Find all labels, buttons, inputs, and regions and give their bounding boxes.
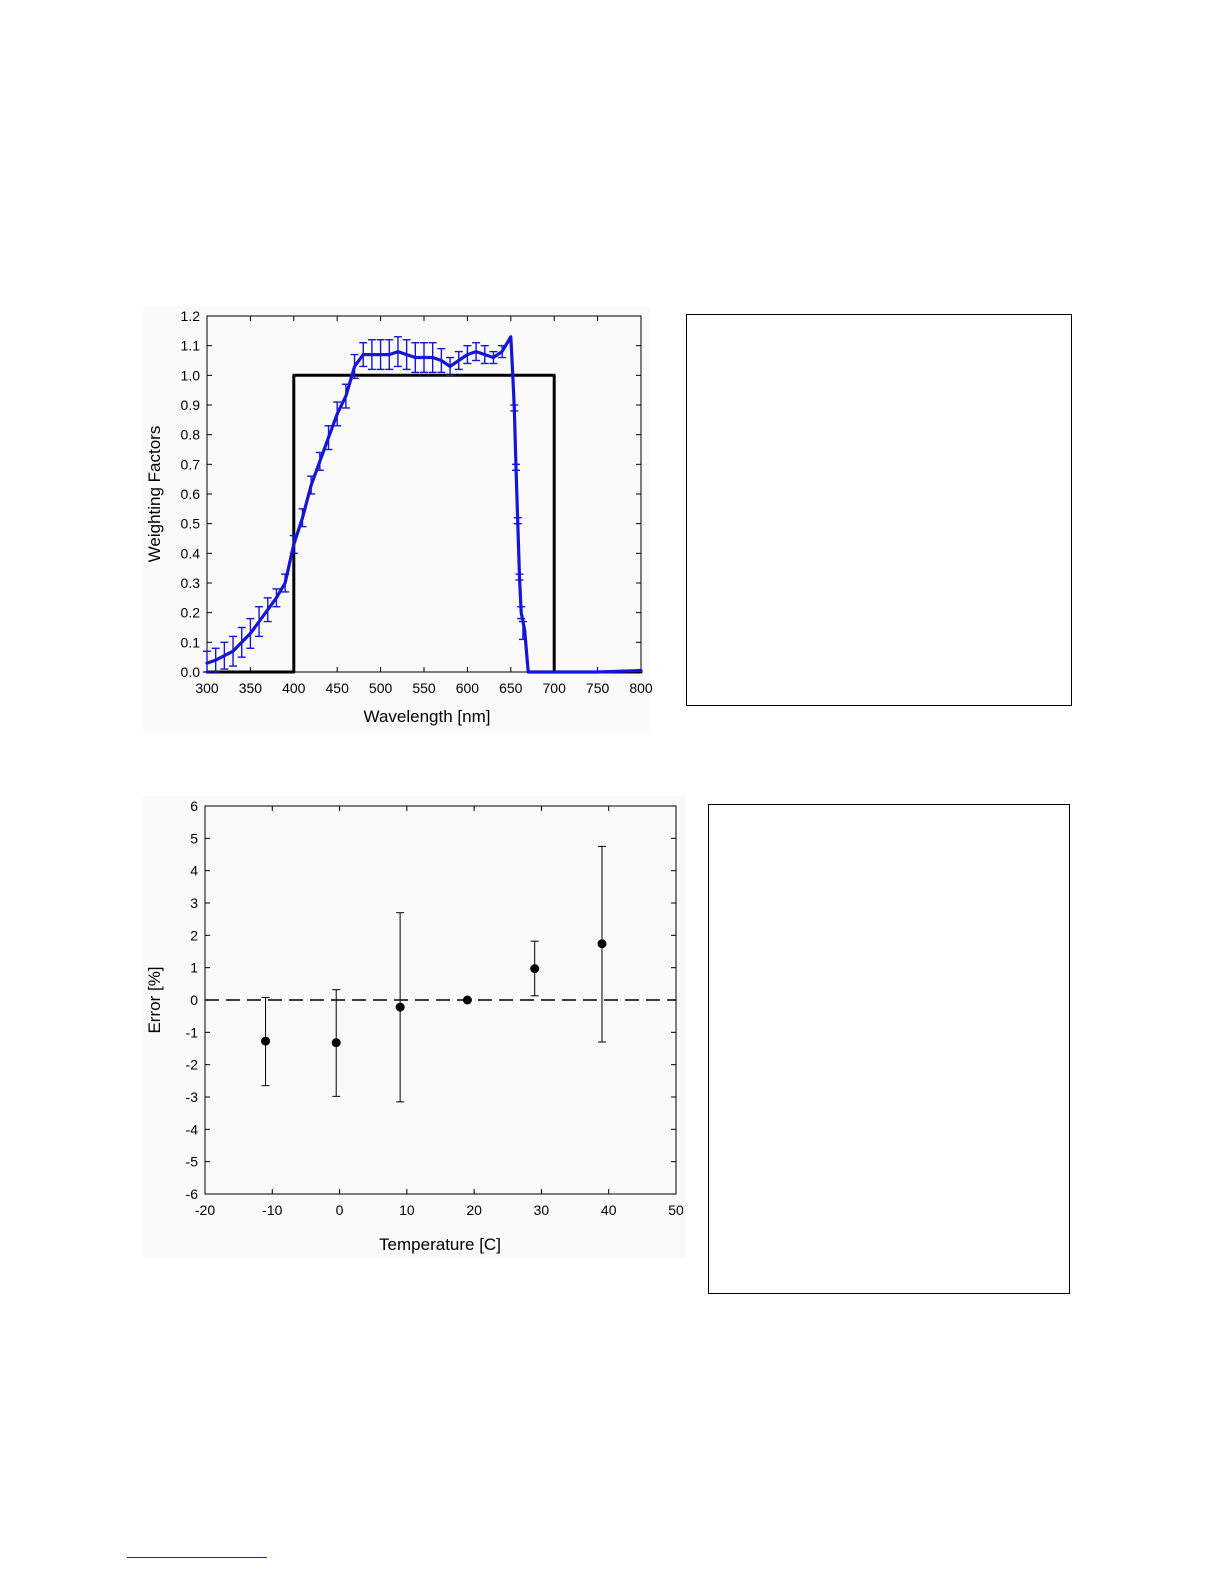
- blank-frame-2: [708, 804, 1070, 1294]
- chart-2-y-tick-label: -2: [186, 1057, 199, 1073]
- chart-1-x-tick-label: 350: [239, 680, 263, 696]
- chart-1-y-tick-label: 1.2: [181, 308, 201, 324]
- chart-1-x-tick-label: 450: [326, 680, 350, 696]
- chart-2-background: [143, 796, 686, 1258]
- chart-1-x-tick-label: 600: [456, 680, 480, 696]
- chart-2-y-tick-label: 3: [190, 895, 198, 911]
- chart-1-y-tick-label: 0.7: [181, 456, 201, 472]
- chart-1-y-tick-label: 1.0: [181, 367, 201, 383]
- chart-2-x-tick-label: 10: [399, 1202, 415, 1218]
- chart-1-x-tick-label: 750: [586, 680, 610, 696]
- chart-1-x-tick-label: 650: [499, 680, 523, 696]
- chart-2-y-tick-label: 0: [190, 992, 198, 1008]
- chart-2-x-tick-label: 50: [668, 1202, 684, 1218]
- data-point: [462, 995, 472, 1005]
- chart-1-y-tick-label: 0.6: [181, 486, 201, 502]
- chart-2-x-tick-label: 40: [601, 1202, 617, 1218]
- chart-1-y-tick-label: 0.8: [181, 427, 201, 443]
- chart-1-x-tick-label: 700: [543, 680, 567, 696]
- chart-1-x-tick-label: 800: [629, 680, 653, 696]
- chart-1-y-tick-label: 0.9: [181, 397, 201, 413]
- chart-2-y-tick-label: 1: [190, 960, 198, 976]
- chart-1-x-tick-label: 550: [412, 680, 436, 696]
- chart-1-y-tick-label: 0.1: [181, 634, 201, 650]
- data-point: [331, 1038, 341, 1048]
- chart-2-y-tick-label: 6: [190, 798, 198, 814]
- chart-2-x-tick-label: 20: [466, 1202, 482, 1218]
- chart-2-x-tick-label: -20: [195, 1202, 215, 1218]
- chart-2-y-tick-label: 4: [190, 863, 198, 879]
- chart-2-x-tick-label: 30: [534, 1202, 550, 1218]
- chart-2-y-tick-label: -6: [186, 1186, 199, 1202]
- chart-2-y-axis-label: Error [%]: [145, 966, 164, 1033]
- chart-1-y-axis-label: Weighting Factors: [145, 426, 164, 563]
- chart-1-x-tick-label: 500: [369, 680, 393, 696]
- blank-frame-1: [686, 314, 1072, 706]
- chart-1-y-tick-label: 0.5: [181, 516, 201, 532]
- data-point: [261, 1036, 271, 1046]
- chart-2-y-tick-label: -3: [186, 1089, 199, 1105]
- chart-1-y-tick-label: 0.4: [181, 545, 201, 561]
- chart-2-x-tick-label: 0: [336, 1202, 344, 1218]
- data-point: [395, 1002, 405, 1012]
- chart-2-y-tick-label: -5: [186, 1154, 199, 1170]
- chart-1-y-tick-label: 0.0: [181, 664, 201, 680]
- chart-1-y-tick-label: 0.2: [181, 605, 201, 621]
- chart-2-y-tick-label: -1: [186, 1024, 199, 1040]
- chart-1-y-tick-label: 1.1: [181, 338, 201, 354]
- data-point: [530, 964, 540, 974]
- chart-2-y-tick-label: 2: [190, 927, 198, 943]
- chart-1-x-tick-label: 400: [282, 680, 306, 696]
- data-point: [597, 939, 607, 949]
- chart-2-x-axis-label: Temperature [C]: [379, 1235, 501, 1254]
- chart-1-background: [143, 306, 650, 731]
- chart-2-y-tick-label: -4: [186, 1121, 199, 1137]
- chart-1-y-tick-label: 0.3: [181, 575, 201, 591]
- footnote-rule: [127, 1557, 267, 1558]
- reference-step-line: [205, 373, 643, 674]
- chart-1-x-tick-label: 300: [195, 680, 219, 696]
- weighting-factor-line: [205, 335, 643, 674]
- chart-2-x-tick-label: -10: [262, 1202, 282, 1218]
- chart-2-y-tick-label: 5: [190, 830, 198, 846]
- chart-1-x-axis-label: Wavelength [nm]: [364, 707, 491, 726]
